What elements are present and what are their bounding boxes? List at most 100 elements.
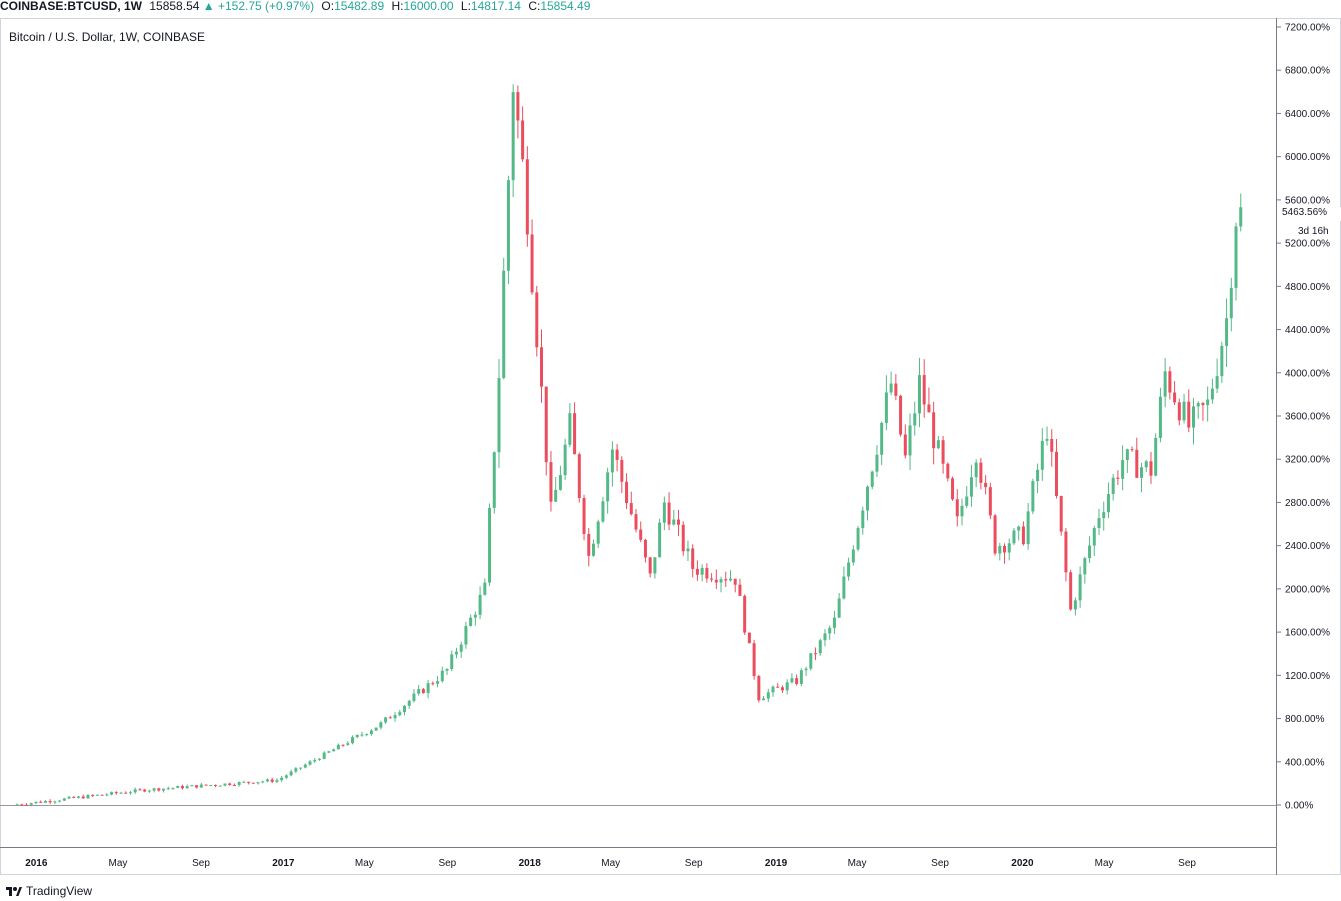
candle-down [228, 783, 232, 785]
candle-up [658, 522, 662, 558]
close-value: 15854.49 [540, 0, 591, 13]
candle-up [1092, 527, 1096, 546]
candle-up [766, 692, 770, 699]
candle-down [573, 413, 577, 455]
candle-down [780, 687, 784, 691]
candle-up [450, 654, 454, 670]
candle-down [388, 717, 392, 719]
candle-up [464, 625, 468, 645]
candle-up [1102, 512, 1106, 519]
candle-up [686, 548, 690, 552]
low-value: 14817.14 [470, 0, 521, 13]
candle-up [209, 785, 213, 787]
tradingview-logo-icon [6, 887, 22, 896]
candle-up [95, 794, 99, 796]
candle-up [1026, 511, 1030, 545]
candle-up [672, 519, 676, 525]
candle-up [1121, 460, 1125, 479]
candle-up [1140, 467, 1144, 478]
candle-down [530, 234, 534, 293]
x-tick-label: 2020 [1011, 858, 1034, 869]
candle-up [1144, 461, 1148, 468]
candle-up [700, 567, 704, 575]
candle-up [1154, 437, 1158, 476]
candle-up [1182, 401, 1186, 421]
candle-up [417, 689, 421, 694]
candle-up [237, 782, 241, 785]
bar-countdown: 3d 16h [1298, 226, 1329, 237]
candle-down [634, 514, 638, 530]
candle-down [747, 632, 751, 644]
candle-up [426, 683, 430, 694]
x-tick-label: 2017 [272, 858, 295, 869]
x-tick-label: Sep [685, 858, 703, 869]
candle-down [714, 579, 718, 583]
candle-up [459, 644, 463, 652]
symbol-label[interactable]: COINBASE:BTCUSD, 1W [0, 0, 143, 13]
candle-down [525, 159, 529, 235]
candle-up [43, 801, 47, 803]
candle-up [880, 422, 884, 455]
candle-down [629, 503, 633, 515]
candle-down [341, 744, 345, 746]
candle-up [379, 722, 383, 728]
candle-up [1106, 494, 1110, 513]
candle-down [270, 779, 274, 782]
candle-up [360, 734, 364, 736]
candle-down [577, 454, 581, 499]
candle-up [884, 392, 888, 423]
x-tick-label: 2016 [25, 858, 48, 869]
candle-up [303, 764, 307, 768]
candle-up [67, 796, 71, 799]
candle-up [77, 796, 81, 798]
candle-up [1007, 543, 1011, 553]
y-tick-label: 4000.00% [1285, 368, 1330, 379]
candle-up [591, 543, 595, 556]
candle-up [832, 617, 836, 628]
price-up-icon: ▲ [202, 0, 215, 13]
candle-down [733, 578, 737, 585]
candle-up [355, 734, 359, 738]
candle-down [540, 347, 544, 387]
candle-up [332, 749, 336, 752]
candle-up [478, 594, 482, 615]
price-value: 15858.54 [149, 0, 200, 13]
candle-down [667, 502, 671, 525]
candle-down [232, 784, 236, 786]
candle-up [483, 582, 487, 595]
candle-down [955, 499, 959, 517]
candle-up [601, 501, 605, 522]
candle-up [1078, 574, 1082, 601]
x-tick-label: May [355, 858, 374, 869]
candle-down [932, 412, 936, 449]
candle-up [185, 786, 189, 789]
candle-down [941, 440, 945, 464]
candle-up [171, 787, 175, 789]
candle-up [809, 653, 813, 669]
candle-up [568, 413, 572, 445]
candle-up [913, 413, 917, 426]
candle-down [1069, 572, 1073, 610]
candle-up [762, 698, 766, 701]
candle-up [866, 486, 870, 511]
candle-down [979, 462, 983, 483]
candle-up [265, 779, 269, 782]
candle-down [431, 683, 435, 685]
candle-up [34, 801, 38, 804]
tradingview-footer[interactable]: TradingView [6, 884, 92, 898]
candle-up [294, 768, 298, 772]
candle-down [91, 795, 95, 797]
candle-up [1036, 469, 1040, 482]
candle-up [771, 686, 775, 693]
candle-up [128, 792, 132, 794]
candle-down [903, 434, 907, 456]
candle-up [199, 784, 203, 788]
candle-up [86, 795, 90, 799]
candle-up [53, 801, 57, 803]
candle-up [606, 472, 610, 502]
candle-down [922, 375, 926, 405]
candle-down [710, 578, 714, 580]
candle-up [176, 786, 180, 788]
y-tick-label: 1200.00% [1285, 671, 1330, 682]
